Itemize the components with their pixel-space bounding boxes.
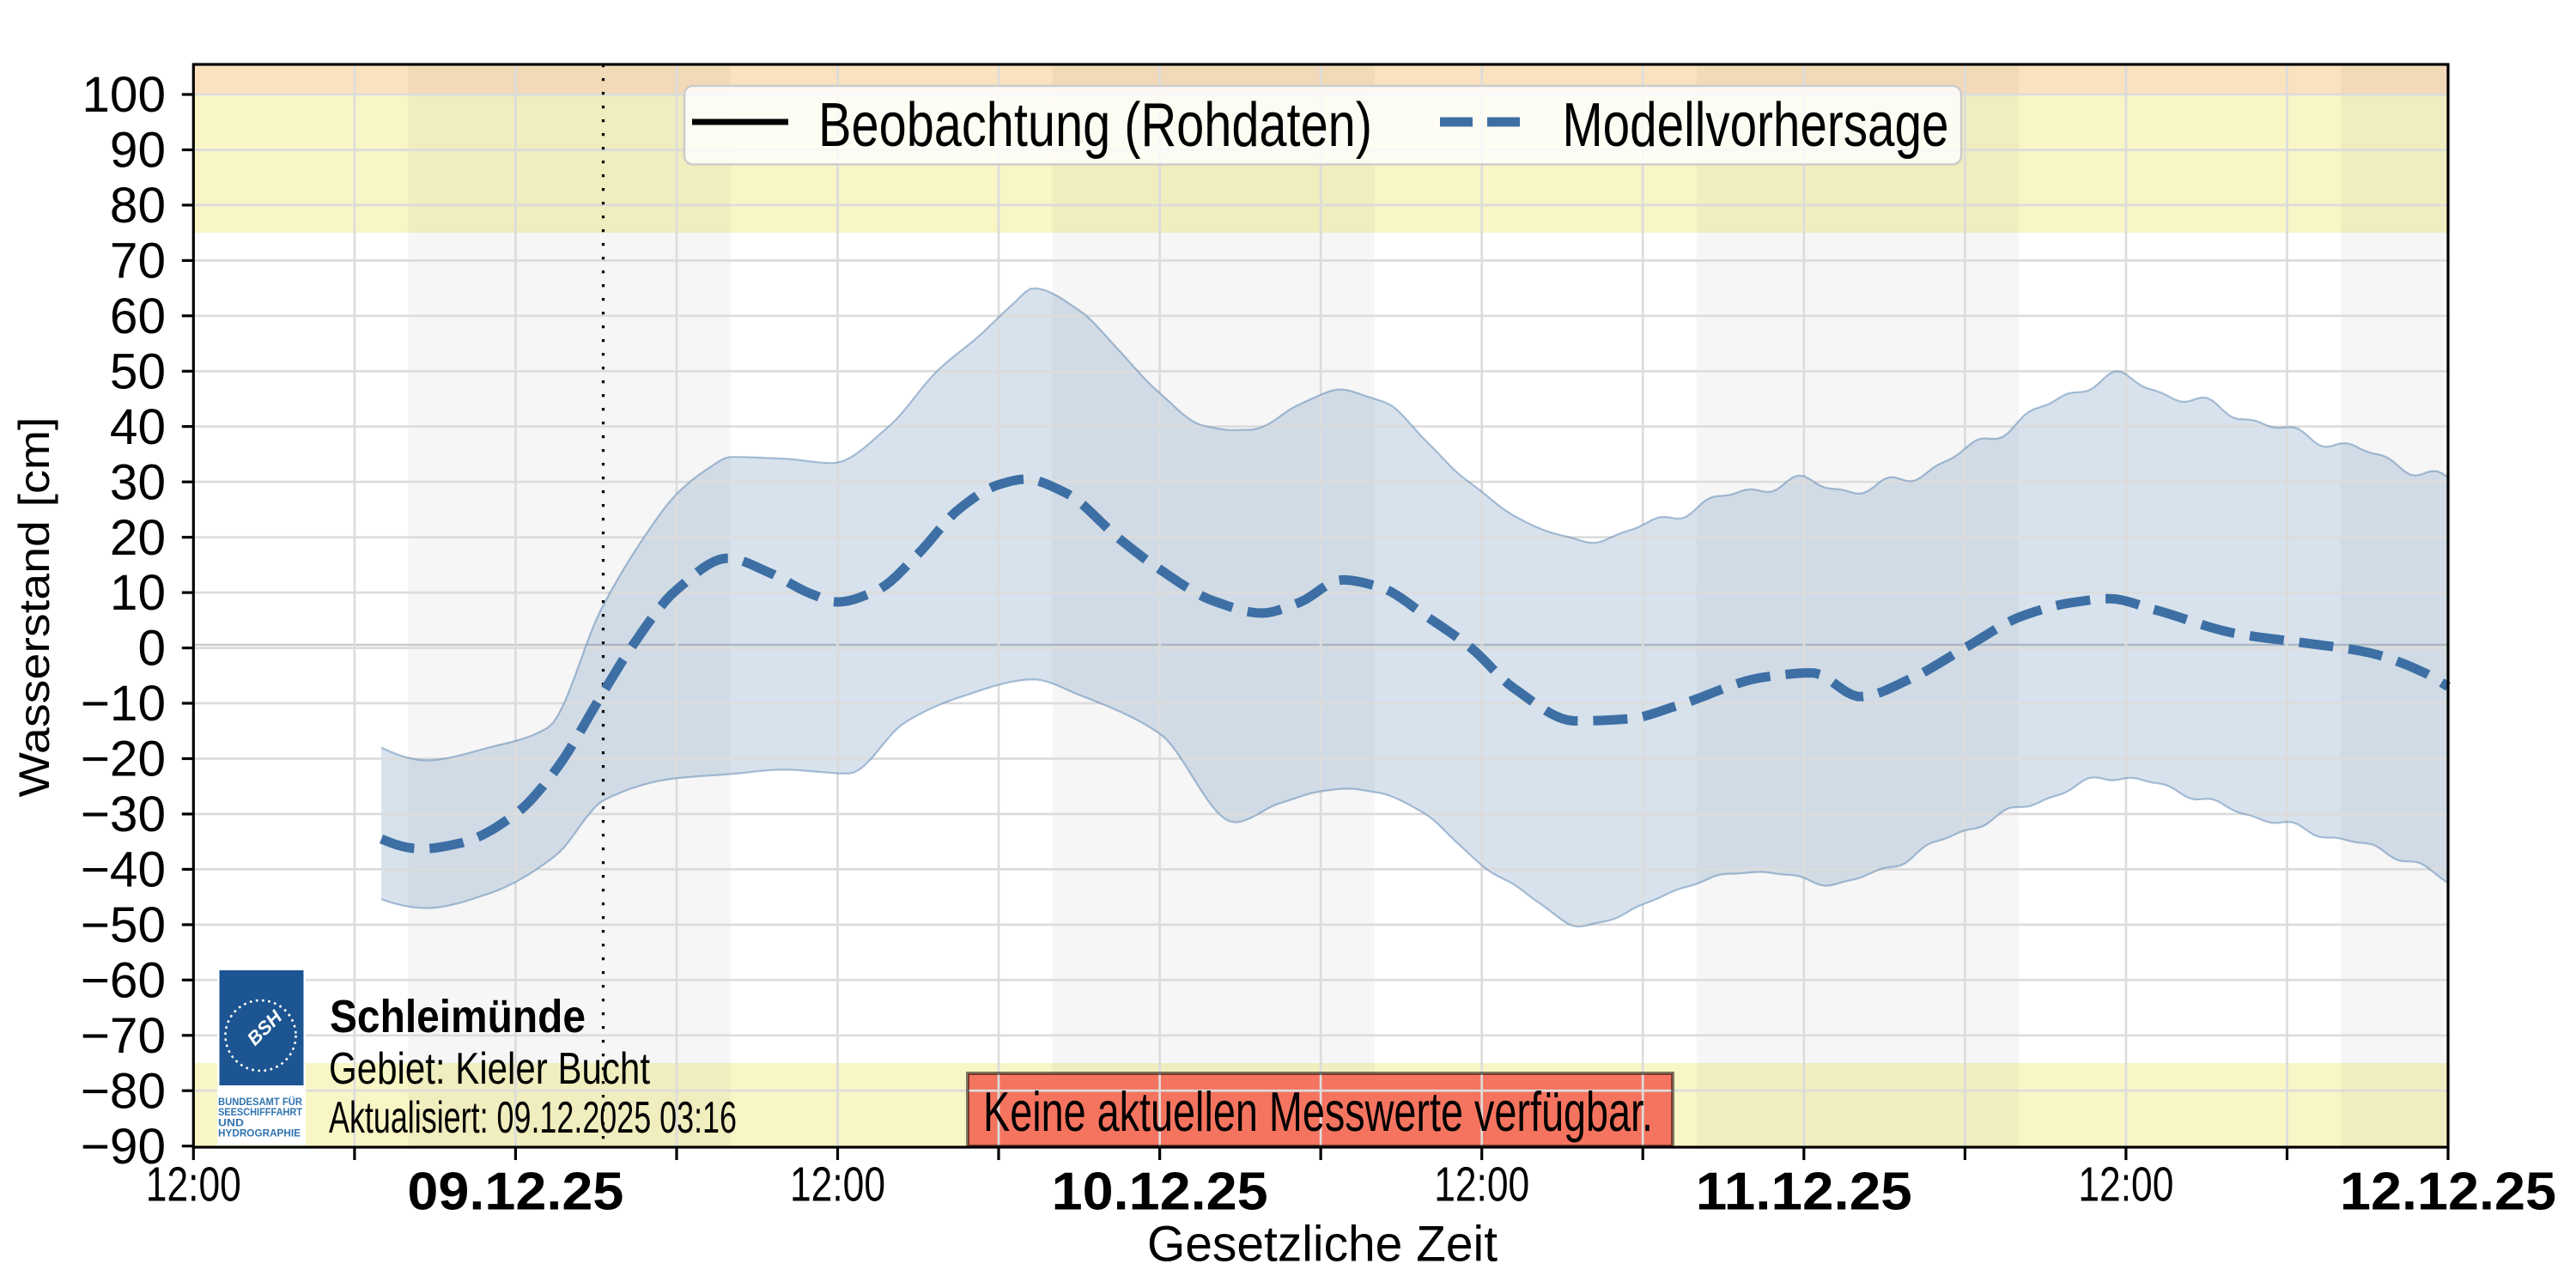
svg-text:12:00: 12:00 (146, 1157, 241, 1212)
svg-text:12:00: 12:00 (2078, 1157, 2173, 1212)
svg-text:Keine aktuellen Messwerte verf: Keine aktuellen Messwerte verfügbar. (983, 1080, 1653, 1143)
svg-text:−30: −30 (81, 787, 166, 842)
svg-text:0: 0 (137, 621, 166, 677)
svg-text:20: 20 (110, 510, 166, 566)
svg-text:UND: UND (218, 1118, 244, 1128)
svg-text:09.12.25: 09.12.25 (407, 1163, 623, 1222)
svg-text:−70: −70 (81, 1008, 166, 1064)
svg-text:10: 10 (110, 565, 166, 621)
svg-text:10.12.25: 10.12.25 (1052, 1163, 1268, 1222)
svg-text:12:00: 12:00 (790, 1157, 885, 1212)
svg-text:SEESCHIFFFAHRT: SEESCHIFFFAHRT (218, 1108, 302, 1118)
svg-text:−10: −10 (81, 676, 166, 732)
svg-text:70: 70 (110, 234, 166, 289)
svg-text:11.12.25: 11.12.25 (1696, 1163, 1912, 1222)
svg-text:60: 60 (110, 289, 166, 344)
svg-text:Modellvorhersage: Modellvorhersage (1563, 91, 1949, 160)
svg-text:40: 40 (110, 399, 166, 455)
svg-text:−60: −60 (81, 952, 166, 1008)
svg-text:BUNDESAMT FÜR: BUNDESAMT FÜR (218, 1097, 303, 1108)
svg-text:−90: −90 (81, 1119, 166, 1175)
svg-text:80: 80 (110, 178, 166, 234)
svg-text:−40: −40 (81, 842, 166, 898)
svg-text:−80: −80 (81, 1063, 166, 1119)
svg-text:12:00: 12:00 (1434, 1157, 1529, 1212)
svg-text:HYDROGRAPHIE: HYDROGRAPHIE (218, 1129, 301, 1139)
svg-text:50: 50 (110, 343, 166, 399)
svg-text:Gesetzliche Zeit: Gesetzliche Zeit (1147, 1217, 1498, 1273)
svg-text:Aktualisiert: 09.12.2025 03:16: Aktualisiert: 09.12.2025 03:16 (329, 1093, 737, 1143)
svg-text:Schleimünde: Schleimünde (330, 991, 586, 1042)
svg-text:−20: −20 (81, 732, 166, 787)
svg-text:90: 90 (110, 123, 166, 179)
svg-text:−50: −50 (81, 897, 166, 953)
svg-text:Beobachtung (Rohdaten): Beobachtung (Rohdaten) (818, 91, 1372, 160)
svg-text:Gebiet: Kieler Bucht: Gebiet: Kieler Bucht (329, 1044, 650, 1094)
svg-text:100: 100 (82, 67, 166, 123)
svg-text:12.12.25: 12.12.25 (2340, 1163, 2556, 1222)
svg-text:Wasserstand [cm]: Wasserstand [cm] (10, 417, 58, 798)
svg-text:30: 30 (110, 454, 166, 510)
